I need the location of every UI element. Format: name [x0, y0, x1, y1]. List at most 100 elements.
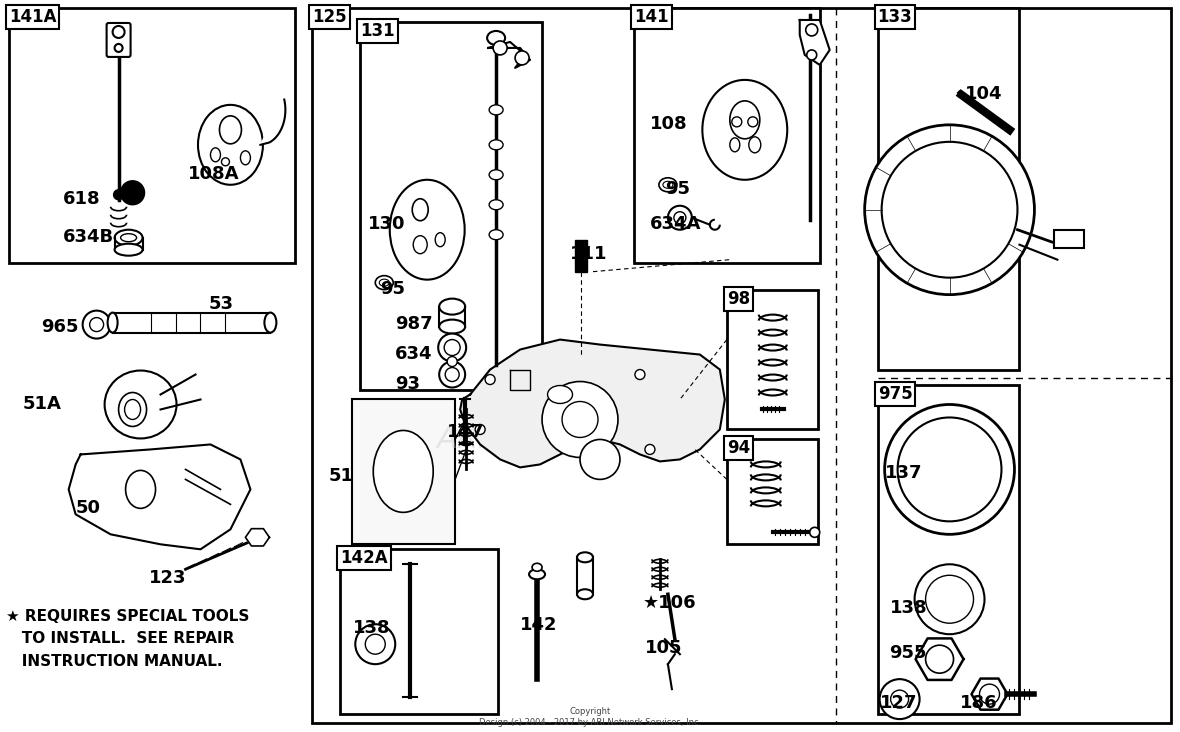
Ellipse shape [373, 430, 433, 512]
Ellipse shape [490, 140, 503, 150]
Text: ARI Pro Diagrams: ARI Pro Diagrams [437, 425, 703, 454]
Text: 95: 95 [380, 280, 405, 298]
Circle shape [979, 684, 999, 704]
Text: 186: 186 [959, 694, 997, 712]
Text: ★106: ★106 [643, 594, 696, 612]
Text: 125: 125 [313, 8, 347, 26]
Bar [360, 22, 542, 389]
Circle shape [865, 125, 1035, 294]
Text: 104: 104 [964, 85, 1002, 103]
Bar [8, 8, 295, 263]
Circle shape [485, 375, 496, 384]
Ellipse shape [125, 400, 140, 419]
Text: 53: 53 [209, 294, 234, 313]
Circle shape [366, 634, 385, 654]
Circle shape [438, 334, 466, 362]
Circle shape [806, 24, 818, 36]
Circle shape [645, 444, 655, 455]
Circle shape [885, 405, 1015, 534]
Text: 137: 137 [885, 464, 922, 482]
Circle shape [83, 310, 111, 339]
Text: 105: 105 [645, 639, 682, 657]
Polygon shape [489, 42, 530, 68]
Polygon shape [800, 20, 830, 65]
Ellipse shape [241, 151, 250, 165]
Text: 955: 955 [890, 644, 927, 662]
Circle shape [120, 181, 145, 205]
Ellipse shape [487, 31, 505, 45]
Circle shape [809, 527, 820, 537]
Text: 138: 138 [890, 600, 927, 617]
Ellipse shape [702, 80, 787, 180]
Circle shape [914, 564, 984, 634]
Text: 965: 965 [40, 318, 78, 335]
Text: ★ REQUIRES SPECIAL TOOLS
   TO INSTALL.  SEE REPAIR
   INSTRUCTION MANUAL.: ★ REQUIRES SPECIAL TOOLS TO INSTALL. SEE… [6, 609, 249, 668]
Text: 111: 111 [570, 244, 608, 263]
Ellipse shape [729, 138, 740, 152]
Ellipse shape [120, 234, 137, 242]
Bar [634, 8, 820, 263]
Ellipse shape [219, 116, 242, 143]
Ellipse shape [439, 320, 465, 334]
Text: 108: 108 [650, 115, 688, 132]
Ellipse shape [264, 313, 276, 332]
Text: 51: 51 [328, 468, 353, 485]
Bar [727, 439, 818, 545]
Circle shape [807, 50, 817, 60]
Circle shape [542, 381, 618, 458]
Ellipse shape [119, 392, 146, 427]
Text: 130: 130 [368, 214, 406, 233]
Text: 133: 133 [878, 8, 912, 26]
Text: 50: 50 [76, 499, 100, 518]
Ellipse shape [114, 244, 143, 255]
Circle shape [635, 370, 645, 379]
Text: 51A: 51A [22, 395, 61, 413]
Text: 142A: 142A [340, 549, 388, 567]
Circle shape [355, 624, 395, 664]
Text: 123: 123 [149, 569, 186, 587]
Polygon shape [261, 100, 286, 145]
Ellipse shape [490, 105, 503, 115]
FancyBboxPatch shape [106, 23, 131, 57]
Ellipse shape [577, 553, 594, 562]
Text: 95: 95 [664, 180, 690, 198]
Ellipse shape [125, 471, 156, 508]
Ellipse shape [663, 182, 673, 188]
Ellipse shape [490, 200, 503, 210]
Circle shape [562, 401, 598, 438]
Circle shape [114, 44, 123, 52]
Bar [878, 8, 1020, 370]
Text: 141A: 141A [8, 8, 57, 26]
Circle shape [925, 575, 973, 623]
Bar [353, 400, 455, 545]
Text: 93: 93 [395, 375, 420, 392]
Ellipse shape [107, 313, 118, 332]
Bar [575, 239, 586, 272]
Circle shape [444, 340, 460, 356]
Circle shape [891, 690, 909, 708]
Text: 987: 987 [395, 315, 433, 332]
Ellipse shape [114, 230, 143, 246]
Circle shape [112, 26, 125, 38]
Circle shape [879, 679, 919, 719]
Circle shape [732, 117, 742, 127]
Text: 634: 634 [395, 345, 433, 362]
Circle shape [447, 356, 457, 367]
Ellipse shape [749, 137, 761, 153]
Circle shape [516, 51, 529, 65]
Bar [878, 384, 1020, 714]
Bar [340, 549, 498, 714]
Polygon shape [916, 638, 964, 680]
Text: 131: 131 [360, 22, 395, 40]
Polygon shape [245, 529, 269, 546]
Ellipse shape [729, 101, 760, 139]
Circle shape [493, 41, 507, 55]
Polygon shape [460, 340, 725, 468]
Ellipse shape [577, 589, 594, 600]
Circle shape [668, 206, 691, 230]
Text: 618: 618 [63, 190, 100, 208]
Circle shape [925, 645, 953, 673]
Circle shape [222, 158, 229, 165]
Text: 141: 141 [634, 8, 669, 26]
Circle shape [581, 439, 620, 479]
